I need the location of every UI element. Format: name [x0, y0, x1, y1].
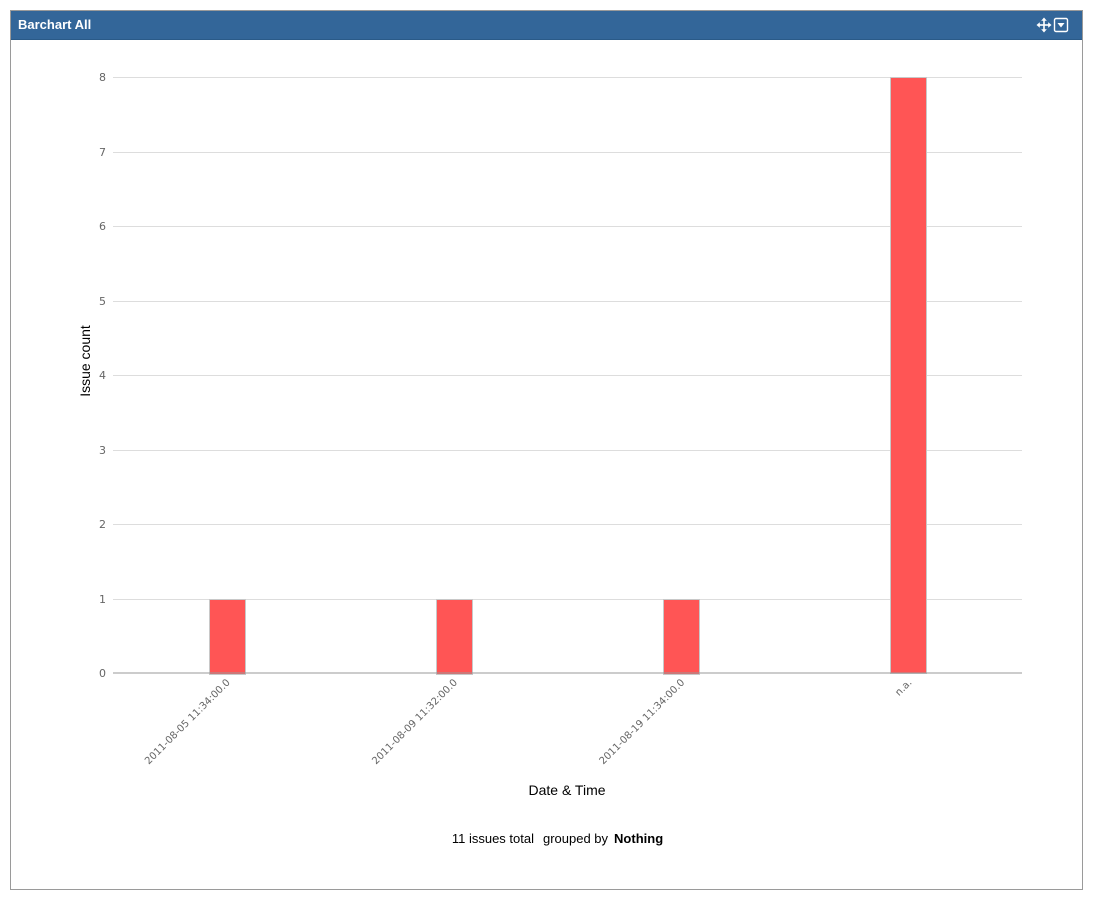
- bar[interactable]: [663, 599, 700, 675]
- move-icon[interactable]: [1036, 17, 1052, 33]
- bar[interactable]: [890, 77, 927, 674]
- bar[interactable]: [209, 599, 246, 675]
- grouped-by-label: grouped by: [542, 831, 609, 846]
- grouped-by-value: Nothing: [614, 831, 664, 846]
- total-issues-text: 11 issues total: [451, 831, 534, 846]
- gadget-title: Barchart All: [18, 17, 92, 32]
- header-icons: [1036, 17, 1069, 33]
- gadget-header: Barchart All: [11, 11, 1082, 40]
- dropdown-menu-icon[interactable]: [1053, 17, 1069, 33]
- chart-summary: 11 issues total grouped by Nothing: [10, 831, 1095, 846]
- bar[interactable]: [436, 599, 473, 675]
